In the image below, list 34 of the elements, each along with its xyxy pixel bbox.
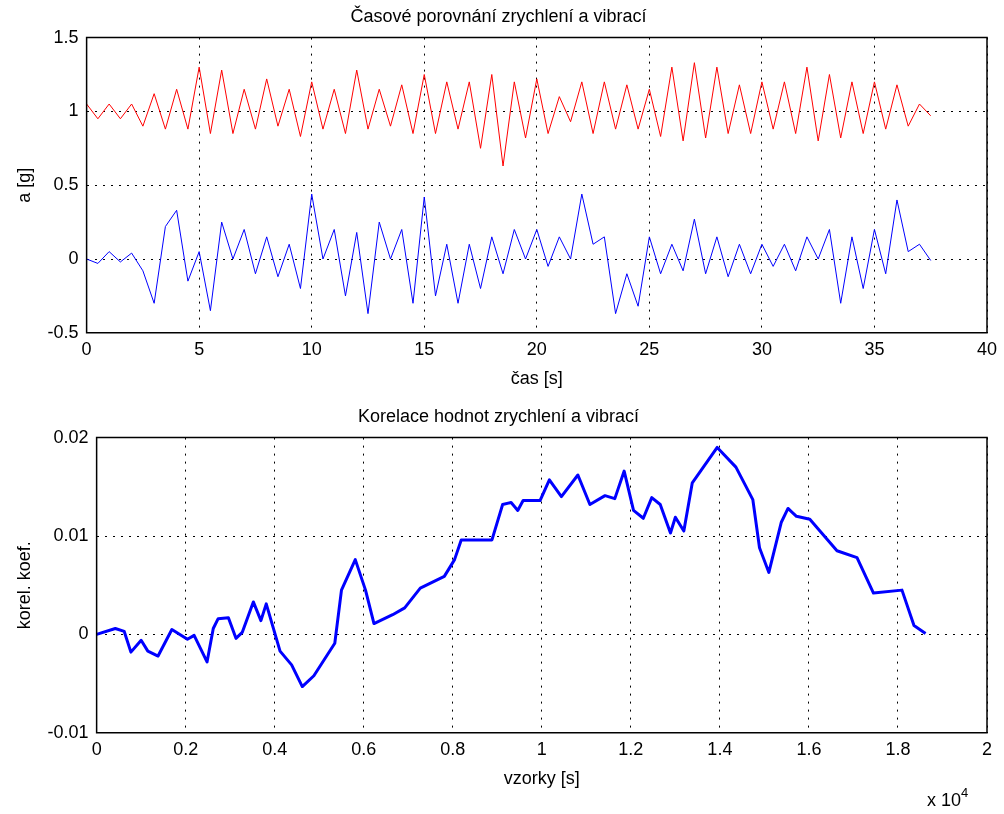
x-tick-label: 30 xyxy=(751,338,772,359)
x-tick-label: 35 xyxy=(864,338,885,359)
x-axis-title: čas [s] xyxy=(510,368,563,389)
y-tick-label: 0.5 xyxy=(53,174,79,195)
x-tick-label: 5 xyxy=(194,338,205,359)
x-tick-label: 0 xyxy=(91,738,102,759)
x-tick-label: 40 xyxy=(976,338,998,359)
x-tick-label: 1.4 xyxy=(707,738,733,759)
x-tick-label: 10 xyxy=(301,338,322,359)
x-tick-label: 1.8 xyxy=(885,738,911,759)
y-tick-label: -0.01 xyxy=(47,721,89,742)
y-tick-label: 0.02 xyxy=(53,426,89,447)
y-tick-label: 0 xyxy=(68,247,79,268)
x-tick-label: 0.8 xyxy=(440,738,466,759)
x-tick-label: 1.2 xyxy=(618,738,644,759)
x-tick-label: 0.2 xyxy=(173,738,199,759)
y-tick-label: 0 xyxy=(78,623,89,644)
x-tick-label: 25 xyxy=(639,338,660,359)
y-tick-label: 0.01 xyxy=(53,524,89,545)
y-tick-label: 1.5 xyxy=(53,26,79,47)
y-axis-title: a [g] xyxy=(13,167,34,203)
chart-title: Korelace hodnot zrychlení a vibrací xyxy=(357,405,640,426)
x-tick-label: 2 xyxy=(981,738,993,759)
x-tick-label: 1.6 xyxy=(796,738,822,759)
x-axis-title: vzorky [s] xyxy=(503,768,580,789)
x-tick-label: 0.6 xyxy=(351,738,377,759)
y-tick-label: -0.5 xyxy=(47,321,79,342)
chart-title: Časové porovnání zrychlení a vibrací xyxy=(350,4,647,26)
x-tick-label: 1 xyxy=(536,738,547,759)
x-tick-label: 0.4 xyxy=(262,738,288,759)
x-tick-label: 20 xyxy=(526,338,547,359)
y-tick-label: 1 xyxy=(68,100,79,121)
y-axis-title: korel. koef. xyxy=(13,541,34,630)
x-tick-label: 15 xyxy=(414,338,435,359)
